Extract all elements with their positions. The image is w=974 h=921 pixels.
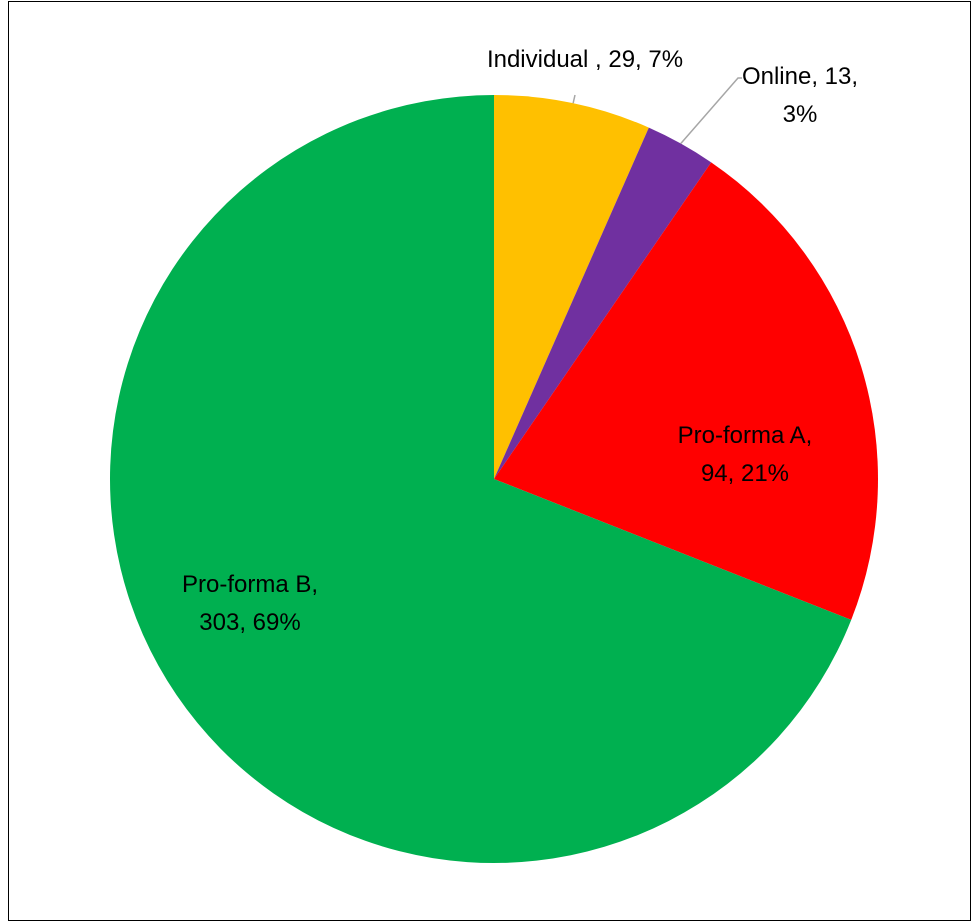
pie-slice-pro-forma-a (494, 162, 878, 620)
slice-label-pro-forma-b-line2: 303, 69% (199, 609, 300, 636)
slice-labels: Individual , 29, 7% Online, 13, 3% Pro-form… (182, 46, 858, 636)
pie-slice-pro-forma-b (109, 95, 852, 863)
slice-label-online-line2: 3% (783, 101, 818, 128)
pie-slice-online (494, 127, 712, 480)
leader-line-individual (572, 94, 576, 104)
slice-label-online: Online, 13, (742, 63, 858, 90)
slice-label-pro-forma-b: Pro-forma B, (182, 571, 318, 598)
slice-label-pro-forma-a: Pro-forma A, (678, 422, 813, 449)
pie-slice-individual (494, 95, 649, 479)
leader-lines (572, 77, 742, 145)
leader-line-online (680, 77, 742, 145)
slice-label-pro-forma-a-line2: 94, 21% (701, 460, 789, 487)
pie-slices (109, 95, 878, 863)
slice-label-individual: Individual , 29, 7% (487, 46, 683, 73)
